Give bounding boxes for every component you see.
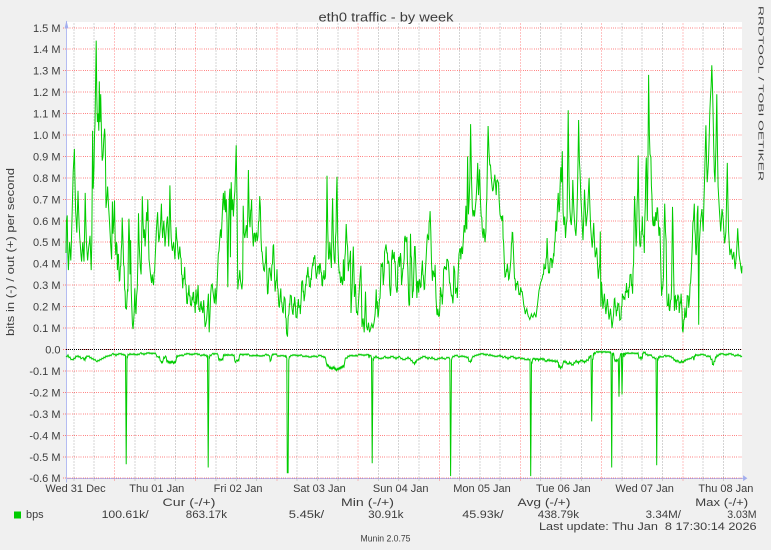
svg-text:1.2 M: 1.2 M xyxy=(33,87,61,99)
svg-text:3.34M/: 3.34M/ xyxy=(646,509,681,521)
svg-text:Sat 03 Jan: Sat 03 Jan xyxy=(293,483,346,495)
svg-text:-0.6 M: -0.6 M xyxy=(29,473,60,485)
svg-text:Thu 08 Jan: Thu 08 Jan xyxy=(698,483,753,495)
svg-text:-0.2 M: -0.2 M xyxy=(29,387,60,399)
svg-text:Max (-/+): Max (-/+) xyxy=(695,497,748,509)
svg-text:0.6 M: 0.6 M xyxy=(33,216,61,228)
svg-text:bps: bps xyxy=(26,509,44,521)
svg-text:Wed 31 Dec: Wed 31 Dec xyxy=(45,483,106,495)
svg-text:Sun 04 Jan: Sun 04 Jan xyxy=(373,483,429,495)
svg-text:0.3 M: 0.3 M xyxy=(33,280,61,292)
svg-text:100.61k/: 100.61k/ xyxy=(102,509,149,521)
svg-text:-0.1 M: -0.1 M xyxy=(29,366,60,378)
svg-text:863.17k: 863.17k xyxy=(186,509,228,521)
svg-text:eth0 traffic - by week: eth0 traffic - by week xyxy=(319,9,455,24)
svg-text:Last update: Thu Jan 8 17:30:: Last update: Thu Jan 8 17:30:14 2026 xyxy=(539,521,757,533)
svg-text:438.79k: 438.79k xyxy=(538,509,580,521)
svg-text:-0.5 M: -0.5 M xyxy=(29,452,60,464)
svg-text:1.4 M: 1.4 M xyxy=(33,44,61,56)
svg-text:45.93k/: 45.93k/ xyxy=(462,509,503,521)
svg-text:Cur (-/+): Cur (-/+) xyxy=(163,497,216,509)
svg-text:0.9 M: 0.9 M xyxy=(33,152,61,164)
svg-text:0.8 M: 0.8 M xyxy=(33,173,61,185)
svg-text:Avg (-/+): Avg (-/+) xyxy=(518,497,571,509)
svg-text:Thu 01 Jan: Thu 01 Jan xyxy=(129,483,184,495)
svg-text:1.0 M: 1.0 M xyxy=(33,130,61,142)
svg-text:Tue 06 Jan: Tue 06 Jan xyxy=(536,483,591,495)
svg-text:RRDTOOL / TOBI OETIKER: RRDTOOL / TOBI OETIKER xyxy=(756,6,763,181)
svg-text:-0.3 M: -0.3 M xyxy=(29,409,60,421)
svg-text:-0.4 M: -0.4 M xyxy=(29,430,60,442)
svg-text:Fri 02 Jan: Fri 02 Jan xyxy=(214,483,263,495)
svg-text:Munin 2.0.75: Munin 2.0.75 xyxy=(361,533,411,543)
svg-text:Mon 05 Jan: Mon 05 Jan xyxy=(453,483,510,495)
svg-text:1.5 M: 1.5 M xyxy=(33,23,61,35)
svg-text:1.3 M: 1.3 M xyxy=(33,66,61,78)
svg-text:0.2 M: 0.2 M xyxy=(33,302,61,314)
svg-text:30.91k: 30.91k xyxy=(368,509,404,521)
svg-text:Min (-/+): Min (-/+) xyxy=(341,497,394,509)
svg-text:0.1 M: 0.1 M xyxy=(33,323,61,335)
svg-text:3.03M: 3.03M xyxy=(727,509,756,521)
svg-text:0.4 M: 0.4 M xyxy=(33,259,61,271)
svg-text:1.1 M: 1.1 M xyxy=(33,109,61,121)
svg-text:bits in (-) / out (+) per seco: bits in (-) / out (+) per second xyxy=(5,168,17,336)
svg-text:Wed 07 Jan: Wed 07 Jan xyxy=(615,483,674,495)
svg-text:0.7 M: 0.7 M xyxy=(33,194,61,206)
svg-text:0.0: 0.0 xyxy=(45,345,60,357)
svg-text:0.5 M: 0.5 M xyxy=(33,237,61,249)
svg-text:5.45k/: 5.45k/ xyxy=(289,509,324,521)
